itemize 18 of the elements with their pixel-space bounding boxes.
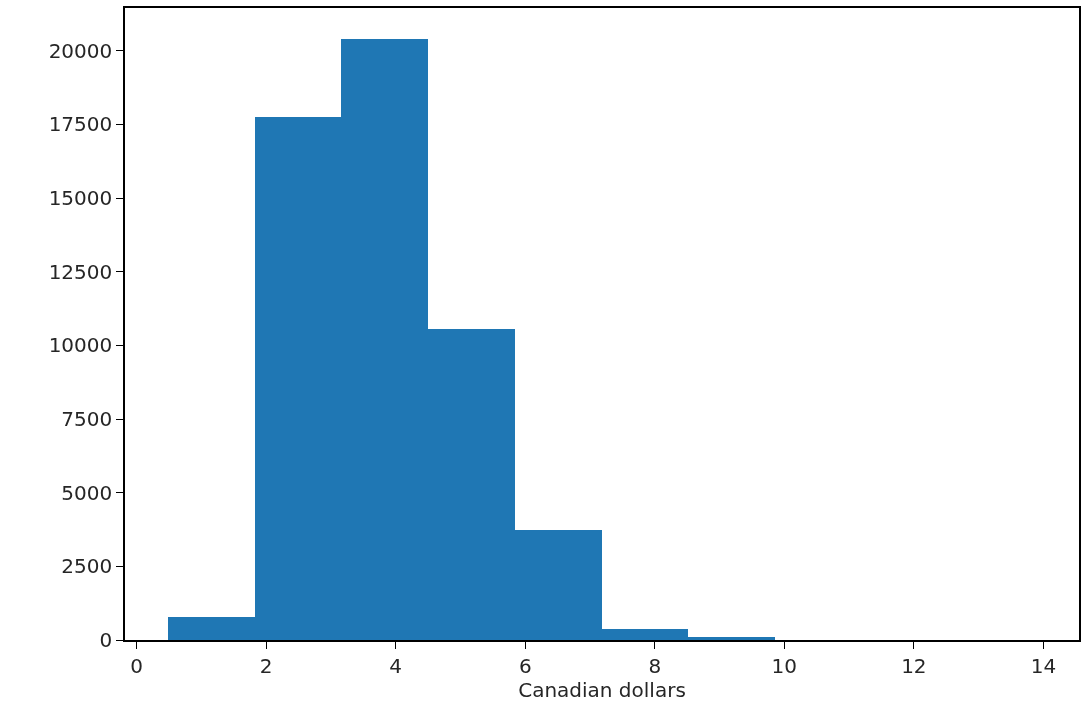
y-tick-label: 0 [99,628,113,652]
x-tick-label: 6 [518,653,532,678]
x-tick-label: 2 [259,653,273,678]
y-tick-label: 12500 [48,259,113,284]
x-tick-label: 10 [771,653,798,678]
y-tick-label: 20000 [48,38,113,63]
x-tick-label: 8 [648,653,662,678]
y-tick-label: 5000 [61,480,113,505]
y-tick-label: 10000 [48,333,113,358]
y-tick-label: 15000 [48,186,113,211]
x-tick-label: 12 [901,653,927,678]
y-tick-label: 17500 [48,112,113,137]
x-tick-label: 14 [1030,653,1057,678]
y-tick-label: 7500 [61,407,113,432]
x-tick-label: 0 [130,653,144,678]
x-tick-label: 4 [389,653,403,678]
x-axis-title: Canadian dollars [518,677,686,702]
y-tick-label: 2500 [61,554,113,579]
